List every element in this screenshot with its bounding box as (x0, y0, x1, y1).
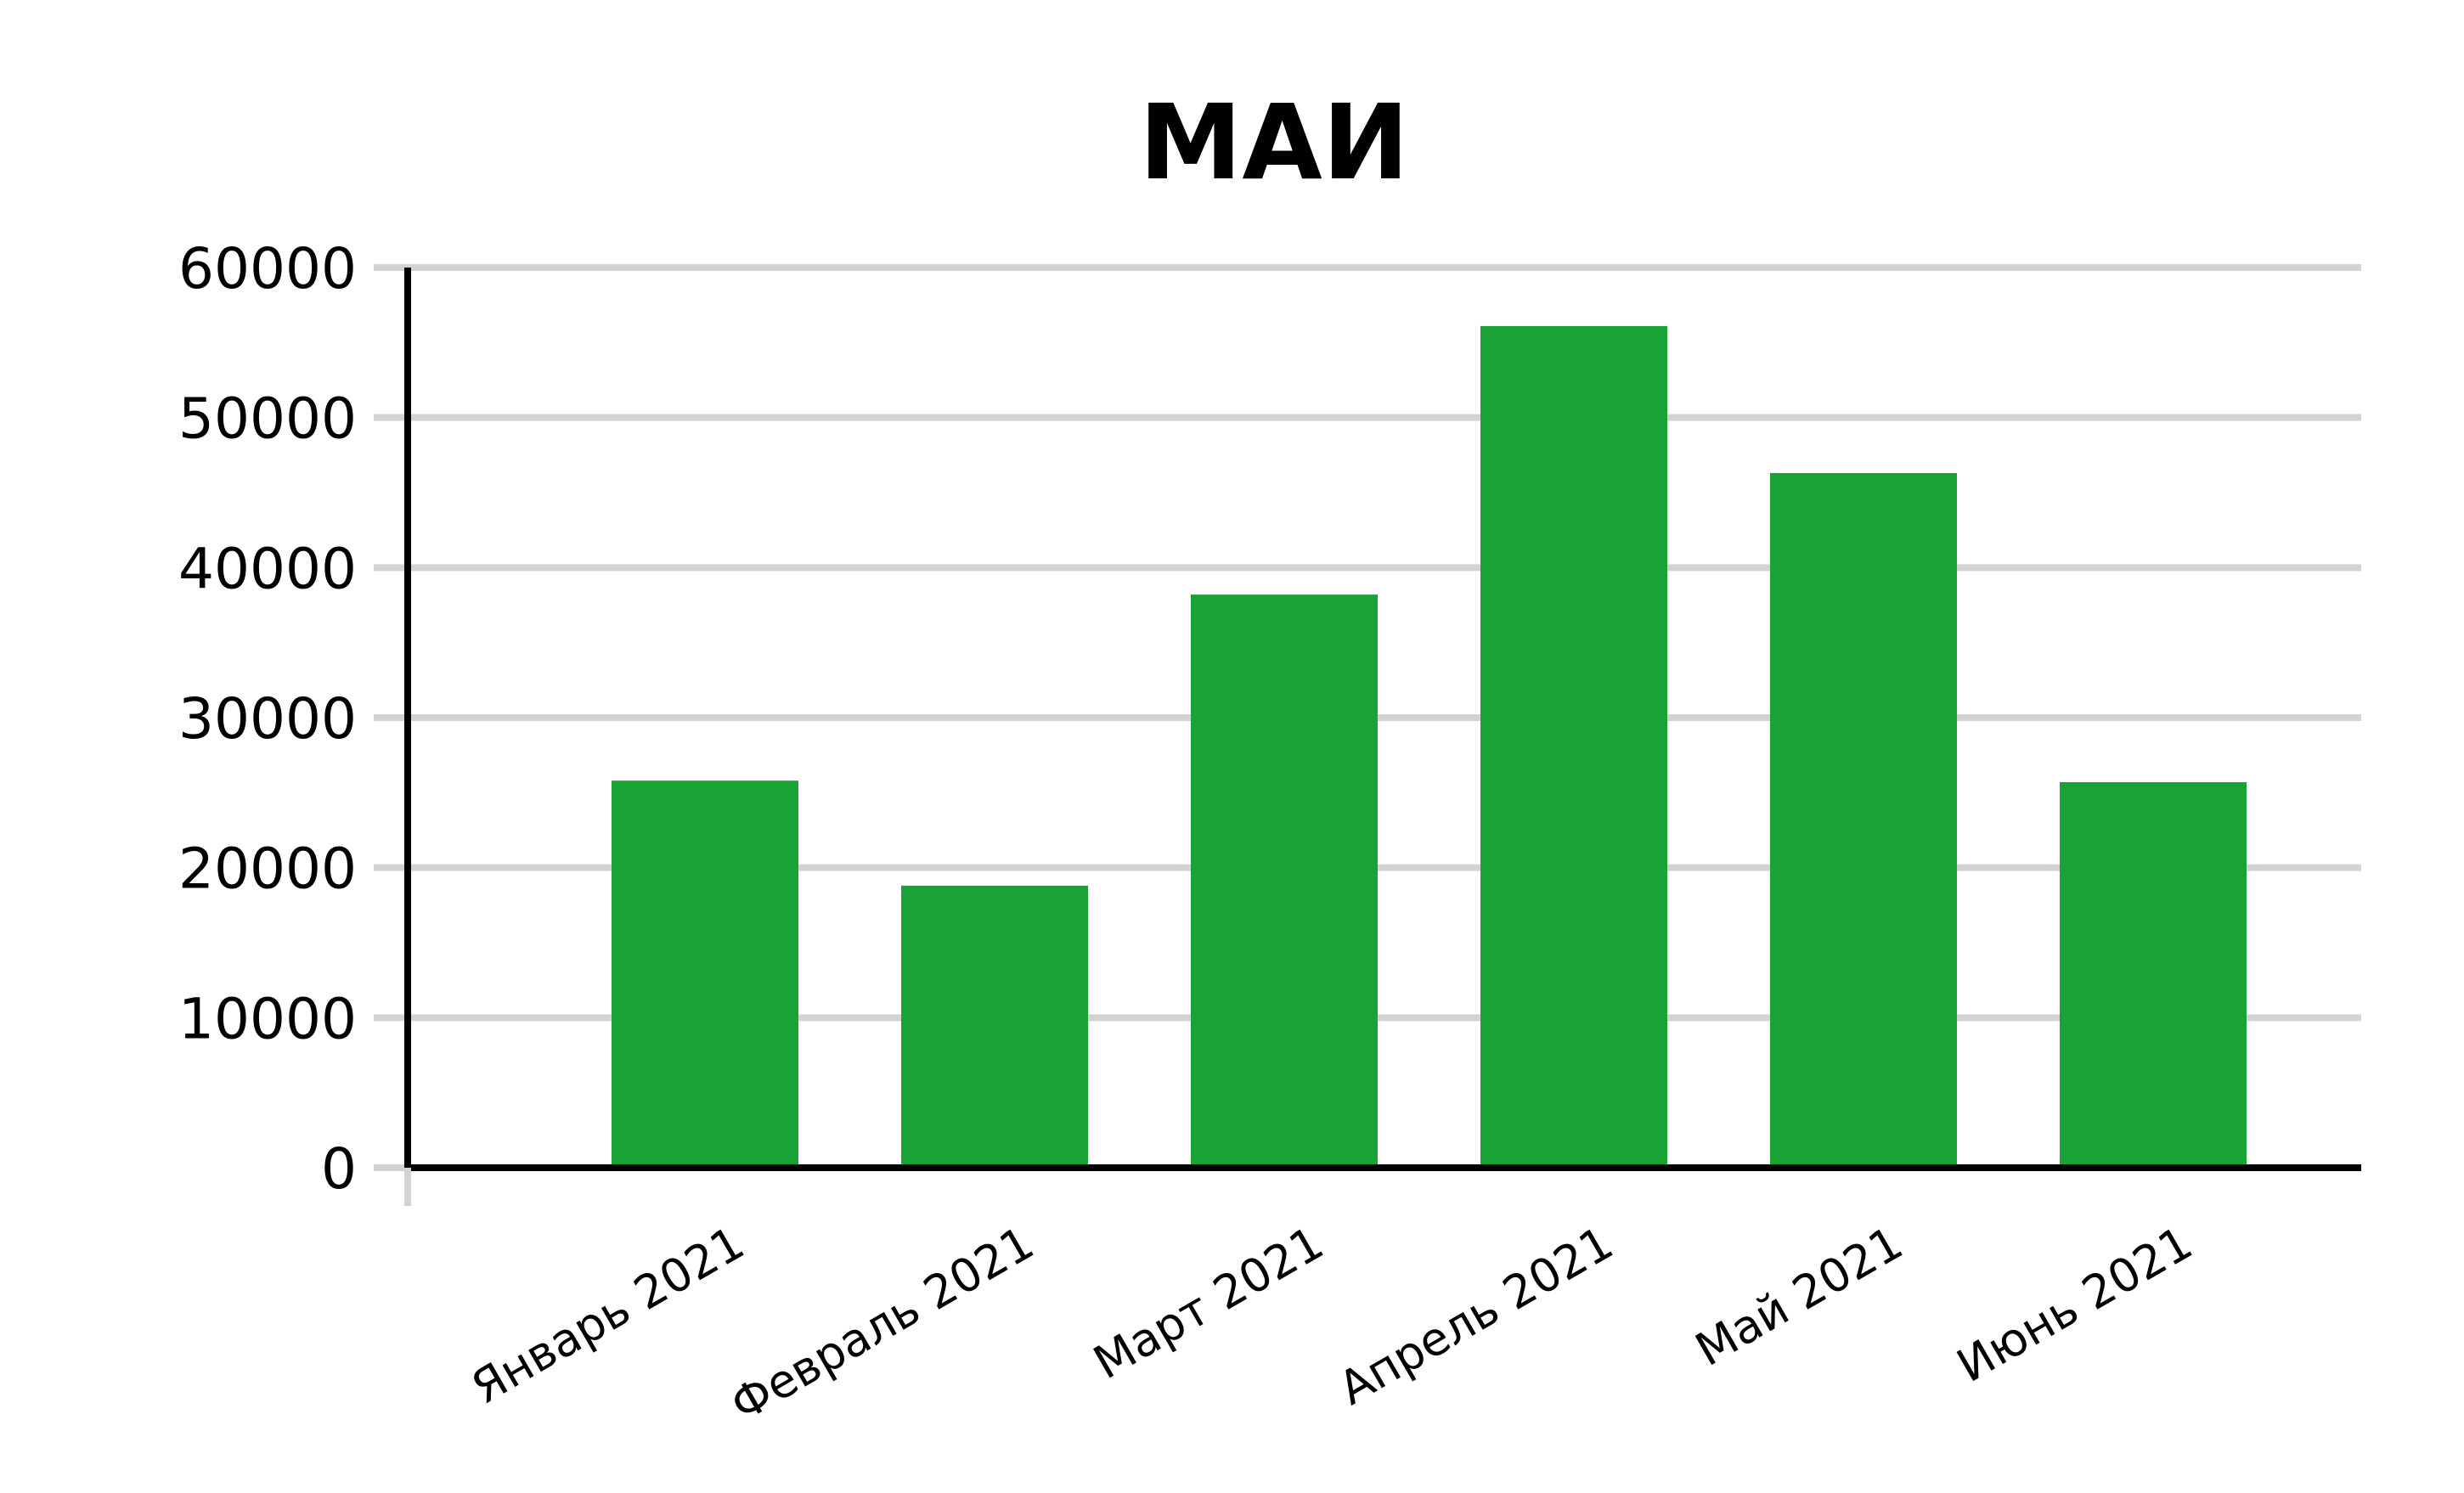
y-tick-label: 20000 (178, 837, 357, 902)
x-tick-label: Январь 2021 (463, 1216, 753, 1415)
x-tick-label: Март 2021 (1085, 1216, 1332, 1390)
y-tick-label: 0 (321, 1136, 357, 1202)
bar (901, 885, 1088, 1168)
y-tick-label: 60000 (178, 236, 357, 301)
bar (2060, 781, 2247, 1168)
chart-title: МАИ (1139, 82, 1409, 203)
bars (612, 325, 2247, 1168)
y-tick-label: 40000 (178, 536, 357, 601)
axes (404, 268, 2361, 1206)
bar (1480, 325, 1667, 1168)
x-tick-label: Февраль 2021 (722, 1216, 1043, 1432)
y-tick-label: 50000 (178, 386, 357, 452)
y-tick-label: 30000 (178, 686, 357, 752)
bar (612, 780, 798, 1168)
y-tick-label: 10000 (178, 986, 357, 1051)
bar (1191, 594, 1378, 1168)
x-tick-label: Май 2021 (1687, 1216, 1912, 1377)
y-axis-ticks: 0 10000 20000 30000 40000 50000 60000 (178, 236, 357, 1202)
x-tick-label: Апрель 2021 (1330, 1216, 1622, 1416)
x-tick-label: Июнь 2021 (1948, 1216, 2202, 1393)
bar (1770, 473, 1957, 1168)
